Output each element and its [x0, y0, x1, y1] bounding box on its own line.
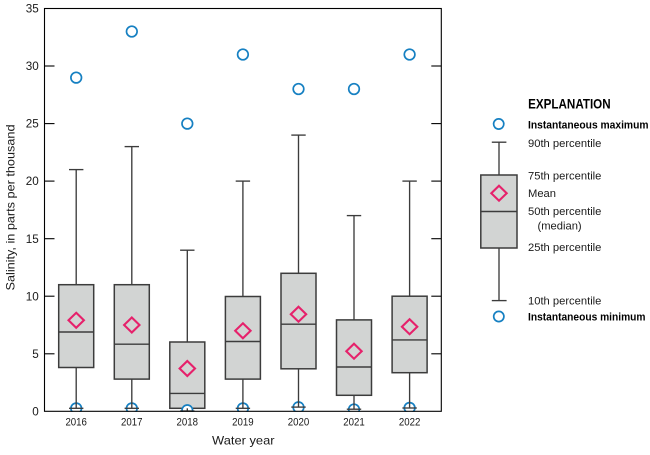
svg-text:2018: 2018	[177, 417, 199, 429]
svg-text:2017: 2017	[121, 417, 143, 429]
svg-text:Salinity, in parts per thousan: Salinity, in parts per thousand	[3, 125, 17, 291]
svg-text:75th percentile: 75th percentile	[528, 170, 601, 182]
svg-text:2021: 2021	[343, 417, 365, 429]
svg-text:2020: 2020	[288, 417, 310, 429]
svg-text:0: 0	[32, 405, 39, 418]
svg-text:(median): (median)	[538, 221, 582, 233]
svg-text:30: 30	[26, 60, 40, 73]
svg-text:25: 25	[26, 118, 40, 131]
svg-text:90th percentile: 90th percentile	[528, 138, 601, 150]
svg-text:15: 15	[26, 233, 40, 246]
svg-text:EXPLANATION: EXPLANATION	[528, 95, 611, 111]
svg-text:Instantaneous minimum: Instantaneous minimum	[528, 312, 646, 324]
svg-text:2022: 2022	[399, 417, 421, 429]
svg-text:Instantaneous maximum: Instantaneous maximum	[528, 119, 649, 131]
svg-text:2019: 2019	[232, 417, 254, 429]
svg-text:2016: 2016	[65, 417, 87, 429]
svg-text:20: 20	[26, 175, 40, 188]
svg-text:35: 35	[26, 3, 40, 16]
svg-text:50th percentile: 50th percentile	[528, 206, 601, 218]
svg-text:25th percentile: 25th percentile	[528, 242, 601, 254]
svg-text:10: 10	[26, 290, 40, 303]
svg-text:Mean: Mean	[528, 188, 556, 200]
svg-text:Water year: Water year	[212, 435, 275, 448]
svg-text:10th percentile: 10th percentile	[528, 296, 601, 308]
svg-text:5: 5	[32, 348, 39, 361]
